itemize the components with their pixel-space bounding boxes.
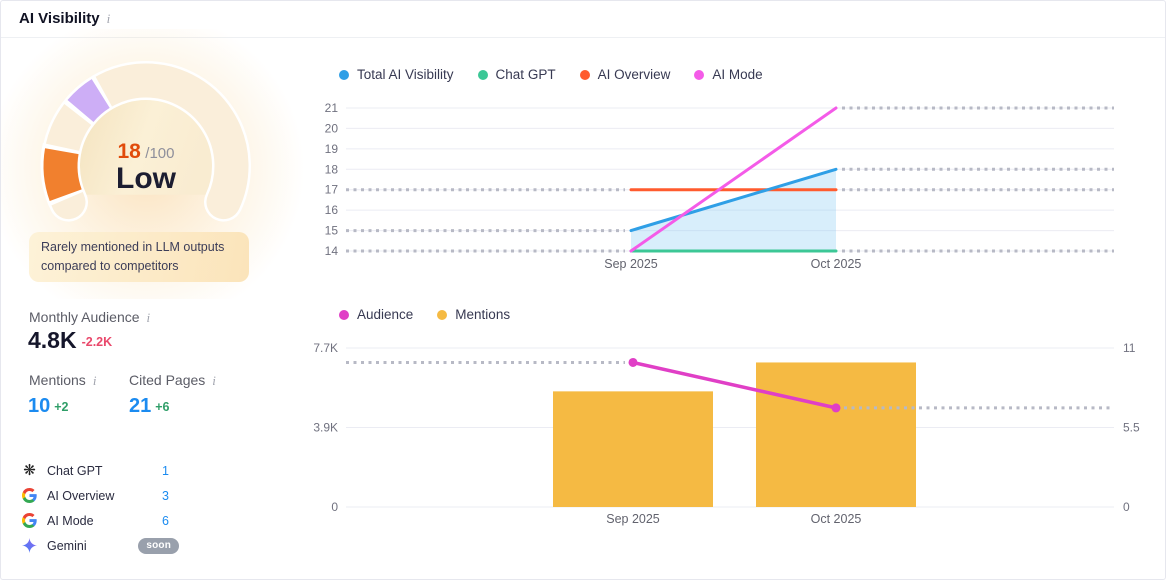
chat-gpt-dot-icon — [477, 69, 488, 80]
legend-item-audience[interactable]: Audience — [339, 307, 413, 322]
gauge-note: Rarely mentioned in LLM outputs compared… — [29, 232, 249, 282]
cited-pages-number: 21 — [129, 395, 152, 417]
mentions-change: +2 — [54, 400, 69, 414]
gauge-inner-face — [78, 97, 215, 195]
svg-text:5.5: 5.5 — [1123, 421, 1140, 435]
svg-text:0: 0 — [331, 500, 338, 514]
legend-label: Audience — [357, 307, 414, 322]
platform-list: ❋ Chat GPT 1 AI Overview 3 — [21, 458, 179, 558]
monthly-audience-change: -2.2K — [81, 335, 113, 349]
legend-item-ai-overview[interactable]: AI Overview — [579, 67, 671, 82]
svg-text:19: 19 — [325, 142, 339, 156]
legend-label: AI Overview — [597, 67, 671, 82]
total-ai-visibility-dot-icon — [339, 69, 349, 80]
cited-pages-label-text: Cited Pages — [129, 372, 206, 388]
mentions-label: Mentions i — [29, 372, 96, 389]
list-item: ❋ Chat GPT 1 — [21, 458, 169, 483]
legend-item-ai-mode[interactable]: AI Mode — [694, 67, 763, 82]
visibility-gauge — [40, 61, 251, 222]
legend-label: Chat GPT — [495, 67, 556, 82]
info-icon[interactable]: i — [92, 373, 97, 388]
svg-text:11: 11 — [1123, 341, 1136, 355]
platform-label: AI Mode — [47, 513, 94, 528]
gauge-rating: Low — [116, 162, 176, 195]
widget-title-text: AI Visibility — [19, 10, 100, 27]
svg-text:18: 18 — [325, 162, 339, 176]
mentions-dot-icon — [437, 309, 448, 320]
svg-text:Oct 2025: Oct 2025 — [811, 512, 862, 526]
visibility-chart-legend: Total AI Visibility Chat GPT AI Overview… — [339, 67, 763, 82]
cited-pages-change: +6 — [155, 400, 170, 414]
svg-text:15: 15 — [325, 224, 339, 238]
svg-text:3.9K: 3.9K — [313, 421, 338, 435]
svg-text:7.7K: 7.7K — [313, 341, 338, 355]
legend-item-total-ai-visibility[interactable]: Total AI Visibility — [339, 67, 454, 82]
platform-label: Gemini — [47, 538, 87, 553]
widget-header: AI Visibility i — [1, 1, 1165, 38]
info-icon[interactable]: i — [106, 11, 111, 26]
list-item: Gemini soon — [21, 533, 179, 558]
legend-item-mentions[interactable]: Mentions — [437, 307, 510, 322]
google-icon — [21, 512, 38, 529]
monthly-audience-value: 4.8K -2.2K — [28, 327, 112, 354]
monthly-audience-number: 4.8K — [28, 327, 77, 353]
svg-text:14: 14 — [325, 244, 339, 258]
list-item: AI Overview 3 — [21, 483, 169, 508]
svg-text:Oct 2025: Oct 2025 — [811, 257, 862, 271]
list-item: AI Mode 6 — [21, 508, 169, 533]
mentions-label-text: Mentions — [29, 372, 86, 388]
platform-value[interactable]: 1 — [162, 463, 169, 478]
google-icon — [21, 487, 38, 504]
ai-overview-dot-icon — [579, 69, 590, 80]
gauge-score-value: 18 — [117, 140, 141, 163]
widget-title: AI Visibility i — [19, 10, 110, 27]
mentions-number: 10 — [28, 395, 51, 417]
info-icon[interactable]: i — [146, 310, 151, 325]
visibility-line-chart: 21 20 19 18 17 16 15 14 Sep 2025 Oct 2025 — [325, 101, 1114, 271]
gauge-marker-segment — [67, 79, 111, 123]
legend-item-chat-gpt[interactable]: Chat GPT — [477, 67, 556, 82]
cited-pages-label: Cited Pages i — [129, 372, 216, 389]
gauge-score-segment — [43, 148, 82, 202]
info-icon[interactable]: i — [212, 373, 216, 388]
audience-dot-icon — [339, 309, 349, 320]
gauge-score: 18 /100 — [21, 140, 271, 164]
legend-label: Mentions — [455, 307, 511, 322]
ai-mode-dot-icon — [694, 69, 705, 80]
svg-text:16: 16 — [325, 203, 339, 217]
mentions-value: 10 +2 — [28, 395, 69, 418]
monthly-audience-label-text: Monthly Audience — [29, 309, 140, 325]
svg-text:20: 20 — [325, 121, 339, 135]
platform-value[interactable]: 6 — [162, 513, 169, 528]
audience-mentions-chart: 7.7K 3.9K 0 11 5.5 0 Sep 2025 Oct 2025 — [313, 341, 1140, 526]
gauge-score-denominator: /100 — [145, 145, 175, 162]
audience-chart-legend: Audience Mentions — [339, 307, 510, 322]
svg-text:Sep 2025: Sep 2025 — [604, 257, 658, 271]
cited-pages-value: 21 +6 — [129, 395, 170, 418]
gemini-icon — [21, 537, 38, 554]
platform-value[interactable]: 3 — [162, 488, 169, 503]
soon-badge: soon — [138, 537, 179, 554]
chatgpt-icon: ❋ — [23, 462, 36, 479]
svg-text:0: 0 — [1123, 500, 1130, 514]
platform-label: AI Overview — [47, 488, 115, 503]
legend-label: AI Mode — [712, 67, 763, 82]
svg-text:17: 17 — [325, 183, 339, 197]
monthly-audience-label: Monthly Audience i — [29, 309, 150, 326]
svg-text:Sep 2025: Sep 2025 — [606, 512, 660, 526]
platform-label: Chat GPT — [47, 463, 103, 478]
legend-label: Total AI Visibility — [357, 67, 454, 82]
svg-text:21: 21 — [325, 101, 339, 115]
